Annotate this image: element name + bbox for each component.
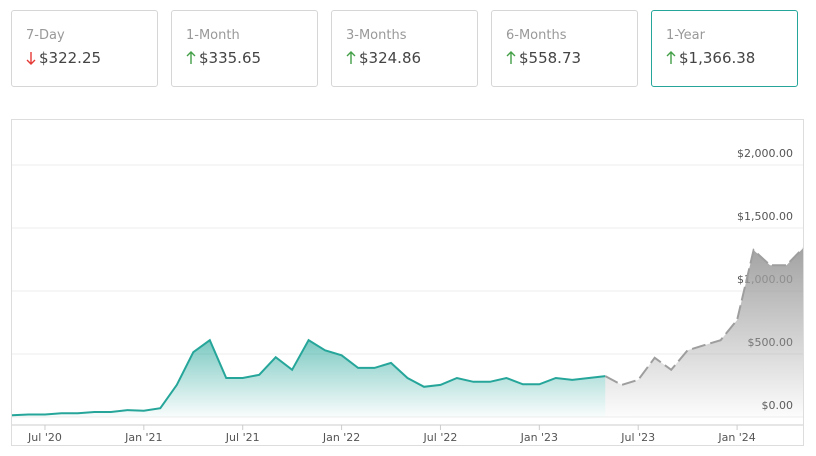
card-value-row: $324.86 bbox=[346, 49, 477, 67]
series-line bbox=[604, 247, 804, 386]
card-value: $1,366.38 bbox=[679, 49, 756, 67]
x-tick-label: Jan '21 bbox=[124, 431, 162, 444]
card-label: 1-Year bbox=[666, 28, 705, 43]
card-label: 1-Month bbox=[186, 28, 240, 43]
area-fill bbox=[605, 248, 803, 418]
card-value-row: $322.25 bbox=[26, 49, 157, 67]
arrow-up bbox=[186, 51, 196, 64]
x-tick-label: Jul '23 bbox=[620, 431, 655, 444]
arrow-down bbox=[26, 52, 36, 65]
x-tick-label: Jan '22 bbox=[322, 431, 360, 444]
card-value: $324.86 bbox=[359, 49, 422, 67]
x-tick-label: Jul '20 bbox=[27, 431, 62, 444]
range-card[interactable]: 7-Day $322.25 bbox=[11, 10, 158, 87]
card-value-row: $1,366.38 bbox=[666, 49, 797, 67]
series-line bbox=[11, 338, 606, 417]
range-card[interactable]: 1-Year $1,366.38 bbox=[651, 10, 798, 87]
y-tick-label: $1,500.00 bbox=[737, 210, 793, 223]
range-card[interactable]: 3-Months $324.86 bbox=[331, 10, 478, 87]
chart-frame bbox=[11, 119, 804, 446]
card-value: $558.73 bbox=[519, 49, 582, 67]
card-value-row: $335.65 bbox=[186, 49, 317, 67]
card-value: $322.25 bbox=[39, 49, 102, 67]
x-tick-label: Jan '23 bbox=[520, 431, 558, 444]
arrow-up bbox=[346, 51, 356, 64]
area-fill bbox=[12, 340, 606, 418]
card-label: 7-Day bbox=[26, 28, 65, 43]
card-label: 6-Months bbox=[506, 28, 567, 43]
card-label: 3-Months bbox=[346, 28, 407, 43]
range-card[interactable]: 6-Months $558.73 bbox=[491, 10, 638, 87]
x-tick-label: Jan '24 bbox=[717, 431, 755, 444]
x-tick-label: Jul '21 bbox=[225, 431, 260, 444]
y-tick-label: $2,000.00 bbox=[737, 147, 793, 160]
arrow-up bbox=[506, 51, 516, 64]
card-value: $335.65 bbox=[199, 49, 262, 67]
range-card[interactable]: 1-Month $335.65 bbox=[171, 10, 318, 87]
arrow-up bbox=[666, 51, 676, 64]
card-value-row: $558.73 bbox=[506, 49, 637, 67]
x-tick-label: Jul '22 bbox=[423, 431, 458, 444]
